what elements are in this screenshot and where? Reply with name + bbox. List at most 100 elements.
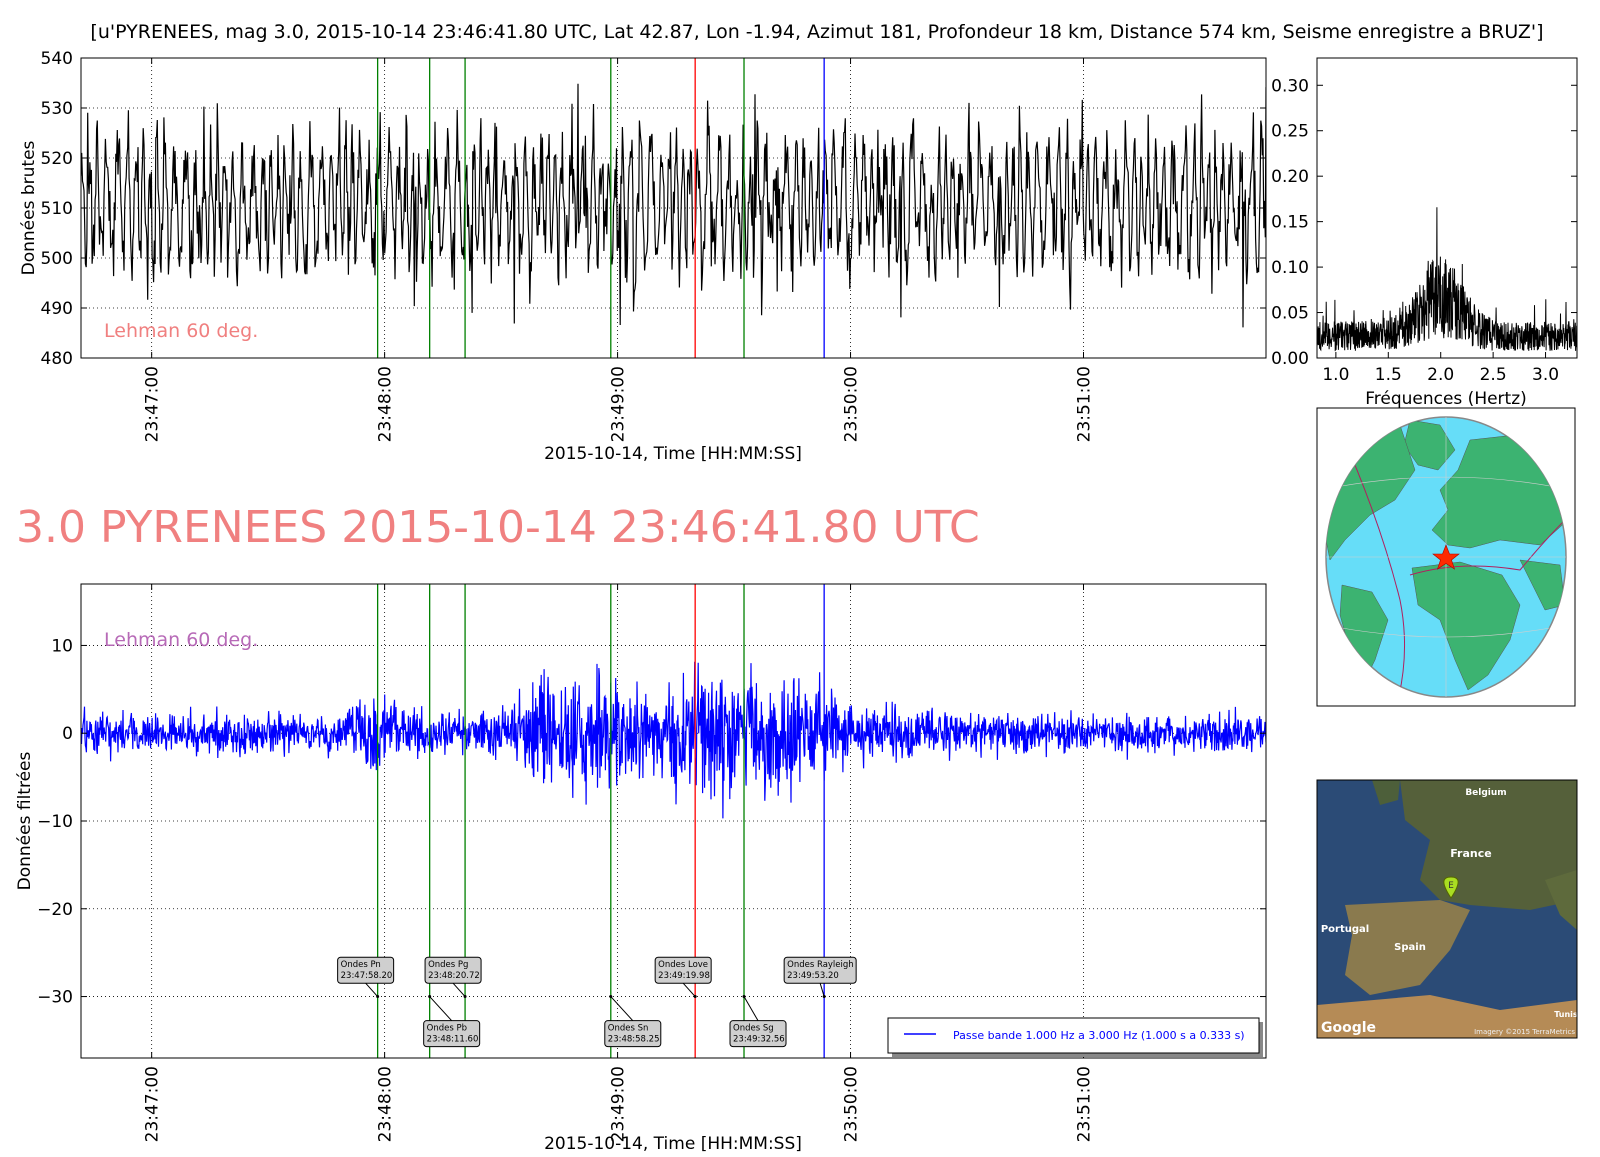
- epicenter-star-icon: [1432, 544, 1460, 570]
- spectrum-y-tick-label: 0.10: [1271, 258, 1309, 278]
- phase-arrow-head: [742, 995, 746, 999]
- filtered-y-axis-label: Données filtrées: [15, 752, 35, 891]
- y-tick-label: 0: [62, 724, 73, 744]
- satellite-map: Belgium France Portugal Spain Tunisia E Goog…: [1316, 779, 1586, 1039]
- phase-label-time: 23:48:20.72: [428, 971, 480, 981]
- y-tick-label: 10: [51, 636, 73, 656]
- spectrum-x-tick-label: 1.5: [1375, 365, 1402, 385]
- x-tick-label: 23:47:00: [143, 1066, 163, 1142]
- y-tick-label: −20: [37, 900, 73, 920]
- phase-label-box: [337, 956, 395, 984]
- spectrum-y-tick-label: 0.25: [1271, 122, 1309, 142]
- satellite-land-france: [1400, 780, 1577, 910]
- phase-arrow-head: [822, 995, 826, 999]
- y-tick-label: 500: [41, 249, 73, 269]
- x-tick-label: 23:47:00: [143, 366, 163, 442]
- globe-africa-landmass: [1411, 561, 1521, 691]
- raw-phase-lines: [376, 58, 825, 358]
- globe-land: [1326, 417, 1566, 697]
- phase-label-time: 23:48:11.60: [427, 1035, 479, 1045]
- filtered-data-panel: 23:47:00 23:48:00 23:49:00 23:50:00 23:51:00…: [15, 583, 1267, 1154]
- phase-label-box: [423, 1020, 481, 1048]
- satellite-country-label: Tunisia: [1554, 1010, 1586, 1019]
- raw-signal-trace: [81, 83, 1266, 328]
- phase-label-time: 23:49:53.20: [787, 971, 839, 981]
- phase-arrow: [610, 996, 634, 1022]
- phase-label-name: Ondes Pb: [427, 1024, 467, 1034]
- phase-arrow: [452, 982, 466, 997]
- phase-label-box: [424, 956, 482, 984]
- spectrum-panel: 1.0 1.5 2.0 2.5 3.0 0.00 0.05 0.10 0.15 0.20 0.25 0…: [1271, 57, 1578, 409]
- phase-label-name: Ondes Sn: [608, 1024, 649, 1034]
- y-tick-label: −10: [37, 812, 73, 832]
- satellite-country-label: Portugal: [1321, 924, 1369, 935]
- filtered-signal-trace: [81, 661, 1266, 819]
- satellite-country-label: Spain: [1394, 942, 1426, 953]
- satellite-attribution: Imagery ©2015 TerraMetrics: [1474, 1028, 1575, 1036]
- x-tick-label: 23:51:00: [1075, 1066, 1095, 1142]
- phase-label-name: Ondes Pg: [428, 960, 468, 970]
- x-tick-label: 23:51:00: [1075, 366, 1095, 442]
- spectrum-x-axis-label: Fréquences (Hertz): [1365, 389, 1527, 409]
- raw-y-axis-label: Données brutes: [19, 140, 39, 275]
- spectrum-y-tick-label: 0.20: [1271, 167, 1309, 187]
- spectrum-ticks: 1.0 1.5 2.0 2.5 3.0 0.00 0.05 0.10 0.15 0.20 0.25 0…: [1271, 76, 1577, 385]
- satellite-country-label: Belgium: [1465, 788, 1506, 798]
- phase-arrow: [365, 982, 379, 997]
- spectrum-y-tick-label: 0.30: [1271, 76, 1309, 96]
- phase-label-time: 23:47:58.20: [341, 971, 393, 981]
- filtered-x-axis-label: 2015-10-14, Time [HH:MM:SS]: [544, 1134, 802, 1154]
- satellite-land-iberia: [1345, 900, 1470, 995]
- phase-label-name: Ondes Rayleigh: [787, 960, 854, 970]
- satellite-land-north-africa: [1317, 995, 1577, 1038]
- filtered-legend: Passe bande 1.000 Hz a 3.000 Hz (1.000 s…: [887, 1017, 1263, 1057]
- google-logo: Google: [1321, 1020, 1376, 1036]
- spectrum-y-tick-label: 0.05: [1271, 304, 1309, 324]
- filtered-annotation: Lehman 60 deg.: [104, 629, 258, 651]
- raw-data-panel: 23:47:00 23:48:00 23:49:00 23:50:00 23:51:00…: [19, 49, 1267, 464]
- phase-arrow-head: [609, 995, 613, 999]
- raw-annotation: Lehman 60 deg.: [104, 320, 258, 342]
- phase-label-name: Ondes Love: [658, 960, 708, 970]
- raw-x-axis-label: 2015-10-14, Time [HH:MM:SS]: [544, 444, 802, 464]
- satellite-frame: [1316, 779, 1578, 1039]
- raw-ticks: 23:47:00 23:48:00 23:49:00 23:50:00 23:51:00…: [41, 49, 1266, 442]
- map-pin-icon: [1443, 876, 1459, 899]
- figure-header-title: [u'PYRENEES, mag 3.0, 2015-10-14 23:46:4…: [90, 21, 1543, 43]
- y-tick-label: −30: [37, 988, 73, 1008]
- phase-arrow: [682, 982, 696, 997]
- phase-label-time: 23:49:32.56: [733, 1035, 785, 1045]
- phase-arrow-head: [428, 995, 432, 999]
- phase-arrow-head: [693, 995, 697, 999]
- phase-label-name: Ondes Pn: [341, 960, 381, 970]
- phase-label-box: [604, 1020, 662, 1048]
- phase-arrow: [819, 983, 825, 997]
- y-tick-label: 540: [41, 49, 73, 69]
- satellite-country-label: France: [1450, 847, 1491, 860]
- y-tick-label: 530: [41, 99, 73, 119]
- spectrum-plot-frame: [1316, 57, 1578, 359]
- x-tick-label: 23:49:00: [609, 366, 629, 442]
- spectrum-x-tick-label: 2.0: [1427, 365, 1454, 385]
- phase-label-name: Ondes Sg: [733, 1024, 774, 1034]
- x-tick-label: 23:50:00: [842, 366, 862, 442]
- phase-label-box: [729, 1020, 787, 1048]
- phase-arrow: [743, 996, 759, 1021]
- legend-label: Passe bande 1.000 Hz a 3.000 Hz (1.000 s…: [953, 1029, 1245, 1042]
- spectrum-y-tick-label: 0.15: [1271, 213, 1309, 233]
- phase-arrow-head: [463, 995, 467, 999]
- spectrum-x-tick-label: 3.0: [1532, 365, 1559, 385]
- filtered-ticks: 23:47:00 23:48:00 23:49:00 23:50:00 23:51:00…: [37, 584, 1266, 1142]
- y-tick-label: 510: [41, 199, 73, 219]
- phase-label-time: 23:49:19.98: [658, 971, 710, 981]
- satellite-land-italy: [1545, 870, 1577, 930]
- y-tick-label: 490: [41, 299, 73, 319]
- globe-map: [1316, 407, 1576, 707]
- satellite-epicenter-marker: E: [1443, 876, 1459, 899]
- phase-arrow: [429, 996, 453, 1022]
- spectrum-x-tick-label: 1.0: [1322, 365, 1349, 385]
- x-tick-label: 23:48:00: [376, 1066, 396, 1142]
- spectrum-y-tick-label: 0.00: [1271, 349, 1309, 369]
